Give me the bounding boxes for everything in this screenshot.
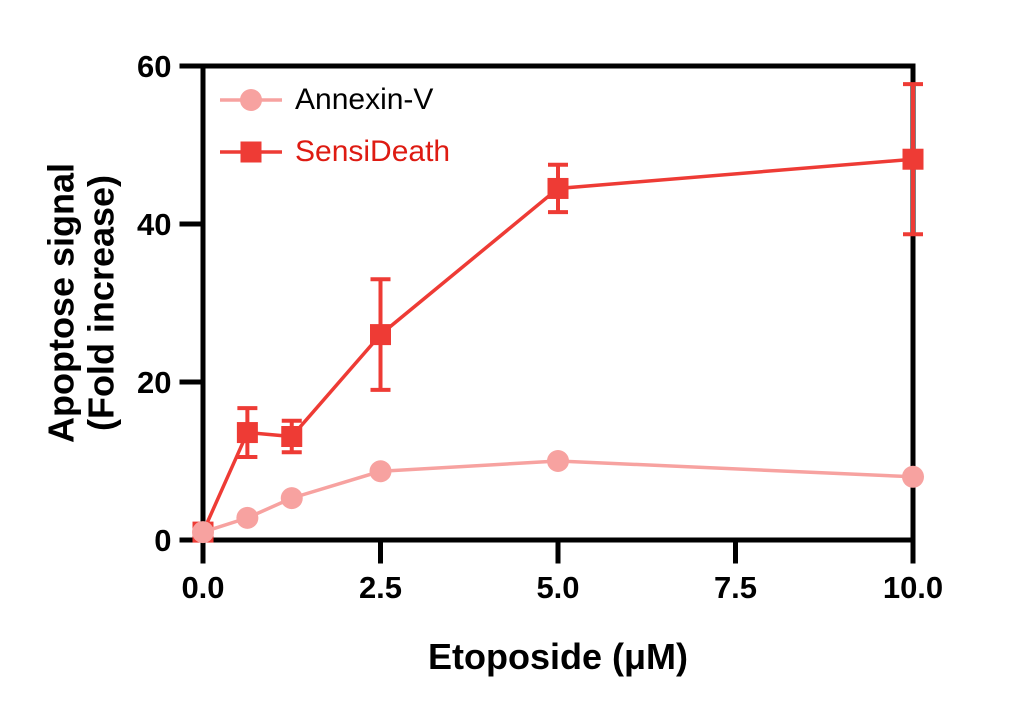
x-tick-label: 10.0 — [883, 570, 943, 605]
y-axis-title-line2: (Fold increase) — [81, 174, 122, 432]
data-point-sensideath — [236, 422, 258, 444]
x-tick-label: 2.5 — [359, 570, 402, 605]
y-tick-label: 60 — [137, 49, 171, 84]
legend: Annexin-V SensiDeath — [220, 84, 450, 188]
data-point-sensideath — [281, 426, 303, 448]
data-point-annexin-v — [902, 465, 924, 488]
legend-item-sensideath: SensiDeath — [220, 136, 450, 168]
x-axis-title: Etoposide (μM) — [428, 636, 688, 677]
y-tick-label: 0 — [154, 523, 171, 558]
circle-marker-icon — [220, 89, 282, 111]
y-tick-label: 20 — [137, 365, 171, 400]
y-axis-title-line1: Apoptose signal — [40, 162, 82, 444]
data-point-sensideath — [902, 148, 924, 170]
series-line-sensideath — [201, 157, 914, 533]
y-tick-label: 40 — [137, 207, 171, 242]
x-tick-label: 5.0 — [536, 570, 579, 605]
data-point-annexin-v — [192, 521, 214, 544]
legend-item-annexin-v: Annexin-V — [220, 84, 450, 116]
legend-circle — [240, 89, 262, 111]
data-point-annexin-v — [236, 506, 259, 529]
legend-label-annexin-v: Annexin-V — [295, 83, 434, 116]
data-point-annexin-v — [369, 460, 392, 483]
legend-label-sensideath: SensiDeath — [295, 135, 451, 168]
data-point-annexin-v — [547, 450, 569, 472]
y-axis-title: Apoptose signal (Fold increase) — [40, 162, 123, 444]
data-point-annexin-v — [280, 487, 303, 510]
x-tick-label: 0.0 — [181, 570, 224, 605]
square-marker-icon — [220, 141, 282, 163]
legend-square — [240, 141, 262, 163]
x-tick-label: 7.5 — [714, 570, 757, 605]
data-point-sensideath — [370, 324, 391, 346]
data-point-sensideath — [547, 177, 569, 199]
